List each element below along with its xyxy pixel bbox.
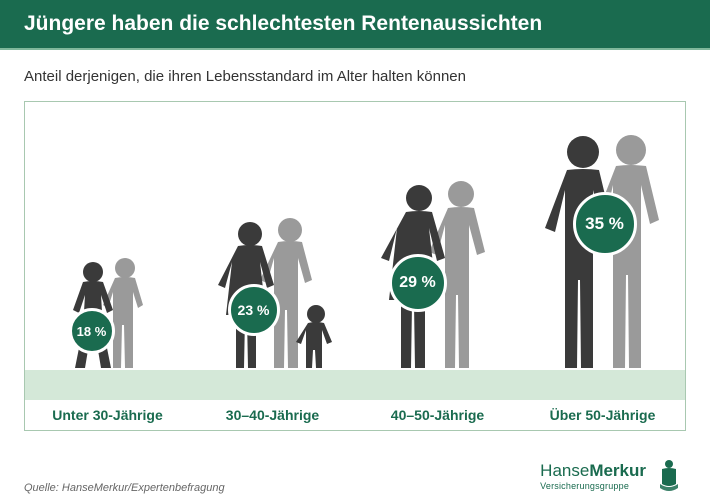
footer: Quelle: HanseMerkur/Expertenbefragung Ha… bbox=[24, 458, 686, 494]
labels-row: Unter 30-Jährige 30–40-Jährige 40–50-Jäh… bbox=[25, 400, 685, 430]
brand-text: HanseMerkur Versicherungsgruppe bbox=[540, 461, 646, 491]
percent-badge: 35 % bbox=[573, 192, 637, 256]
age-label: Über 50-Jährige bbox=[520, 400, 685, 430]
age-group: 18 % bbox=[25, 250, 190, 370]
silhouette: 23 % bbox=[198, 210, 348, 370]
percent-value: 35 % bbox=[585, 214, 624, 234]
baseline-band bbox=[25, 370, 685, 400]
percent-badge: 18 % bbox=[69, 308, 115, 354]
brand-name-bold: Merkur bbox=[589, 461, 646, 480]
age-group: 29 % bbox=[355, 170, 520, 370]
source-text: Quelle: HanseMerkur/Expertenbefragung bbox=[24, 482, 225, 494]
age-label: Unter 30-Jährige bbox=[25, 400, 190, 430]
silhouette: 18 % bbox=[53, 250, 163, 370]
brand-name: HanseMerkur bbox=[540, 461, 646, 481]
brand-logo-icon bbox=[652, 458, 686, 494]
percent-value: 18 % bbox=[77, 324, 107, 339]
age-group: 23 % bbox=[190, 210, 355, 370]
header-bar: Jüngere haben die schlechtesten Rentenau… bbox=[0, 0, 710, 50]
chart-frame: 18 % bbox=[24, 101, 686, 431]
subtitle: Anteil derjenigen, die ihren Lebensstand… bbox=[0, 50, 710, 93]
silhouette: 35 % bbox=[523, 120, 683, 370]
age-label: 40–50-Jährige bbox=[355, 400, 520, 430]
brand-name-light: Hanse bbox=[540, 461, 589, 480]
percent-badge: 23 % bbox=[228, 284, 280, 336]
age-group: 35 % bbox=[520, 120, 685, 370]
brand: HanseMerkur Versicherungsgruppe bbox=[540, 458, 686, 494]
percent-value: 29 % bbox=[399, 274, 435, 292]
brand-sub: Versicherungsgruppe bbox=[540, 481, 646, 491]
percent-value: 23 % bbox=[238, 302, 270, 318]
silhouette: 29 % bbox=[363, 170, 513, 370]
page-title: Jüngere haben die schlechtesten Rentenau… bbox=[24, 12, 542, 35]
percent-badge: 29 % bbox=[389, 254, 447, 312]
age-label: 30–40-Jährige bbox=[190, 400, 355, 430]
